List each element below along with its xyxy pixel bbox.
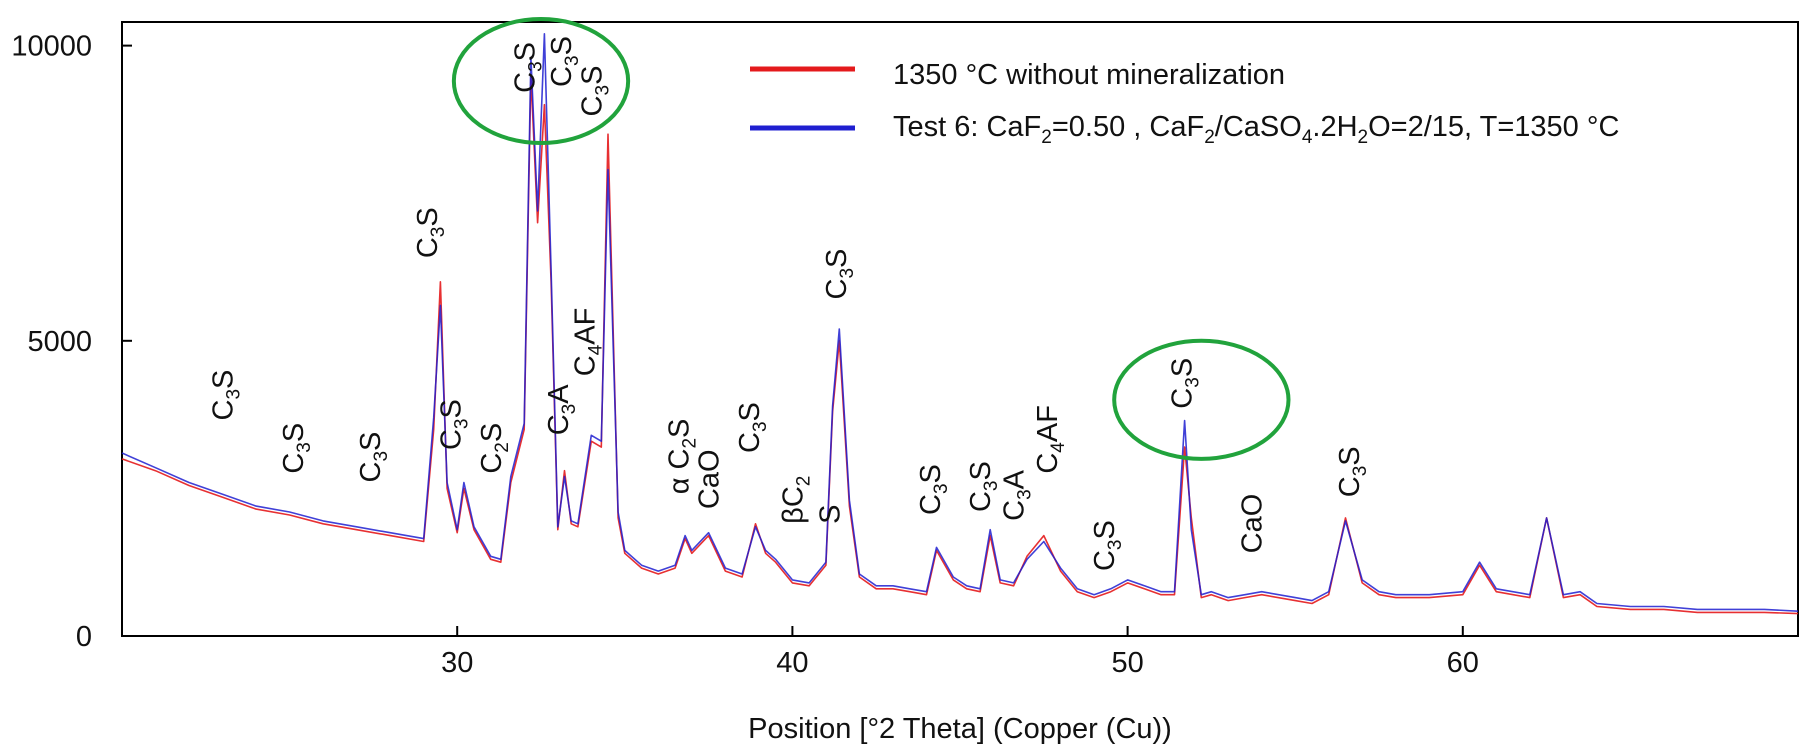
x-tick-label: 50: [1111, 647, 1143, 679]
peak-label: C3A: [543, 384, 580, 436]
peak-label: C3S: [1089, 520, 1126, 571]
peak-label: C3S: [821, 249, 858, 300]
axis-layer: 30 40 50 60 0 5000 10000: [11, 31, 1479, 679]
peak-label: C4AF: [570, 308, 607, 377]
peak-label: C3A: [999, 469, 1036, 521]
legend-label-series-1: 1350 °C without mineralization: [893, 59, 1285, 91]
peak-label: C3S: [965, 461, 1002, 512]
peak-label: C3S: [576, 66, 613, 117]
peak-label: βC2: [777, 476, 814, 524]
y-tick-label: 0: [76, 621, 92, 653]
peak-label: C3S: [1166, 358, 1203, 409]
x-axis-label: Position [°2 Theta] (Copper (Cu)): [748, 713, 1172, 745]
y-tick-label: 5000: [27, 326, 92, 358]
plot-frame: [121, 21, 1799, 637]
peak-label: C3S: [915, 464, 952, 515]
peak-label: C3S: [208, 370, 245, 421]
peak-label: CaO: [694, 449, 726, 509]
series-line-2: [121, 32, 1799, 612]
x-tick-label: 30: [441, 647, 473, 679]
highlight-circle: [1112, 338, 1291, 461]
y-tick-label: 10000: [11, 31, 92, 63]
peak-label: C3S: [355, 432, 392, 483]
legend: 1350 °C without mineralization Test 6: C…: [750, 59, 1619, 148]
peak-label: C3S: [278, 423, 315, 474]
peak-label: C3S: [436, 399, 473, 450]
peak-label: C2S: [476, 423, 513, 474]
series-line-1: [121, 74, 1799, 615]
peak-label: α C2S: [663, 419, 700, 495]
peak-label: CaO: [1237, 494, 1269, 554]
legend-label-series-2: Test 6: CaF2=0.50 , CaF2/CaSO4.2H2O=2/15…: [893, 111, 1619, 148]
peak-label: C4AF: [1032, 405, 1069, 474]
peak-label: S: [814, 504, 846, 523]
highlight-circle: [451, 17, 631, 146]
highlight-layer: [451, 17, 1291, 461]
peak-label: C3S: [734, 402, 771, 453]
peak-label: C3S: [1334, 446, 1371, 497]
peak-label: C3S: [509, 42, 546, 93]
x-tick-label: 40: [776, 647, 808, 679]
series-layer: [121, 32, 1799, 615]
peak-label: C3S: [546, 36, 583, 87]
x-tick-label: 60: [1447, 647, 1479, 679]
peak-label: C3S: [412, 207, 449, 258]
